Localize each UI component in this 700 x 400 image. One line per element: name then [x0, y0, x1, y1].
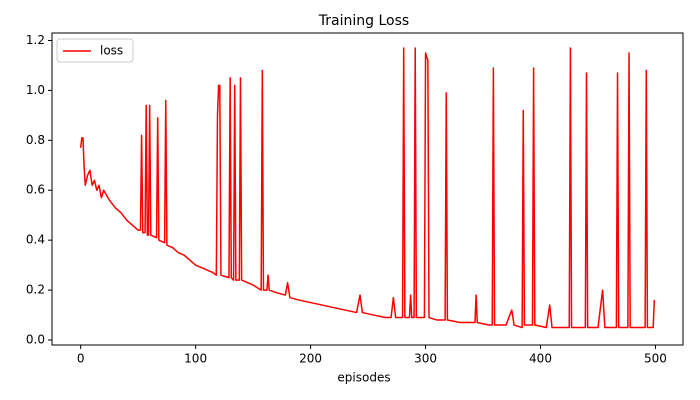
y-tick-label: 0.6 — [26, 183, 45, 197]
loss-line — [79, 47, 656, 329]
y-tick-label: 1.2 — [26, 33, 45, 47]
x-tick-label: 400 — [529, 352, 552, 366]
y-tick-label: 1.0 — [26, 83, 45, 97]
legend-label: loss — [100, 44, 123, 58]
x-tick-label: 100 — [184, 352, 207, 366]
x-tick-label: 0 — [77, 352, 85, 366]
plot-frame — [51, 32, 684, 346]
x-tick-label: 200 — [299, 352, 322, 366]
x-axis-label: episodes — [337, 371, 390, 385]
y-tick-label: 0.4 — [26, 233, 45, 247]
x-tick-label: 500 — [644, 352, 667, 366]
y-tick-label: 0.8 — [26, 133, 45, 147]
legend-box — [56, 38, 134, 63]
chart-title: Training Loss — [318, 13, 409, 29]
y-tick-label: 0.2 — [26, 283, 45, 297]
y-tick-label: 0.0 — [26, 333, 45, 347]
x-tick-label: 300 — [414, 352, 437, 366]
